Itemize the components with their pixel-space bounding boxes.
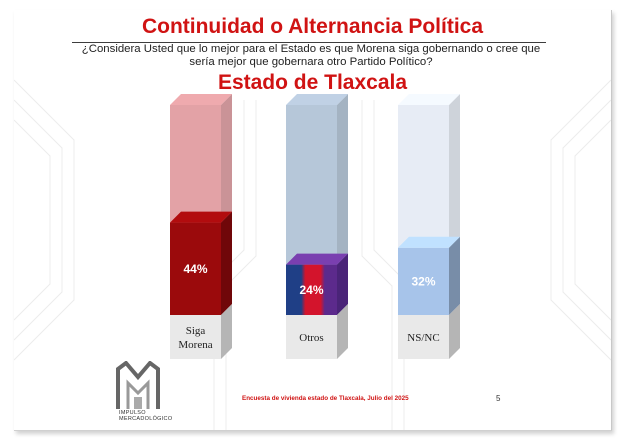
category-box-side-ns-nc xyxy=(449,304,460,359)
slide: Continuidad o Alternancia Política ¿Cons… xyxy=(14,10,612,431)
survey-question: ¿Considera Usted que lo mejor para el Es… xyxy=(81,43,541,68)
bar-ghost-top-ns-nc xyxy=(398,94,460,105)
bar-siga-morena xyxy=(170,222,221,315)
bars-group: 44% Siga Morena 24% Otros 32% NS/NC xyxy=(170,94,460,359)
bar-otros xyxy=(286,264,337,315)
category-label-word: Morena xyxy=(178,339,212,351)
chart-subtitle: Estado de Tlaxcala xyxy=(217,71,408,94)
category-box-ns-nc xyxy=(398,315,449,359)
value-label-ns-nc: 32% xyxy=(411,274,435,288)
slide-title: Continuidad o Alternancia Política xyxy=(141,15,484,38)
title-divider xyxy=(72,42,546,43)
category-label-word: Siga xyxy=(186,325,206,337)
bar-ns-nc xyxy=(398,247,449,315)
bar-side-ns-nc xyxy=(449,236,460,315)
category-label-siga-morena: Siga Morena xyxy=(178,325,212,351)
bar-top-ns-nc xyxy=(398,236,460,248)
category-box-side-siga-morena xyxy=(221,304,232,359)
bar-side-siga-morena xyxy=(221,211,232,315)
category-label-word: Otros xyxy=(299,332,323,344)
category-box-siga-morena xyxy=(170,315,221,359)
category-box-otros xyxy=(286,315,337,359)
logo-wordmark: IMPULSO MERCADOLÓGICO xyxy=(119,410,199,422)
category-label-ns-nc: NS/NC xyxy=(407,332,439,344)
impulso-logo-icon xyxy=(116,361,160,409)
footnote: Encuesta de vivienda estado de Tlaxcala,… xyxy=(242,395,409,402)
bar-side-otros xyxy=(337,253,348,315)
logo-text-impulso: IMPULSO xyxy=(119,410,146,416)
page-number: 5 xyxy=(496,394,501,403)
bar-top-siga-morena xyxy=(170,211,232,223)
category-box-side-otros xyxy=(337,304,348,359)
bar-chart: 44% Siga Morena 24% Otros 32% NS/NC xyxy=(170,94,460,359)
bar-ghost-top-siga-morena xyxy=(170,94,232,105)
logo-text-mercadologico: MERCADOLÓGICO xyxy=(119,416,173,422)
bar-top-otros xyxy=(286,253,348,265)
category-label-otros: Otros xyxy=(299,332,323,344)
bar-ghost-top-otros xyxy=(286,94,348,105)
background-pattern xyxy=(14,79,611,430)
value-label-otros: 24% xyxy=(299,283,323,297)
category-label-word: NS/NC xyxy=(407,332,439,344)
value-label-siga-morena: 44% xyxy=(183,262,207,276)
